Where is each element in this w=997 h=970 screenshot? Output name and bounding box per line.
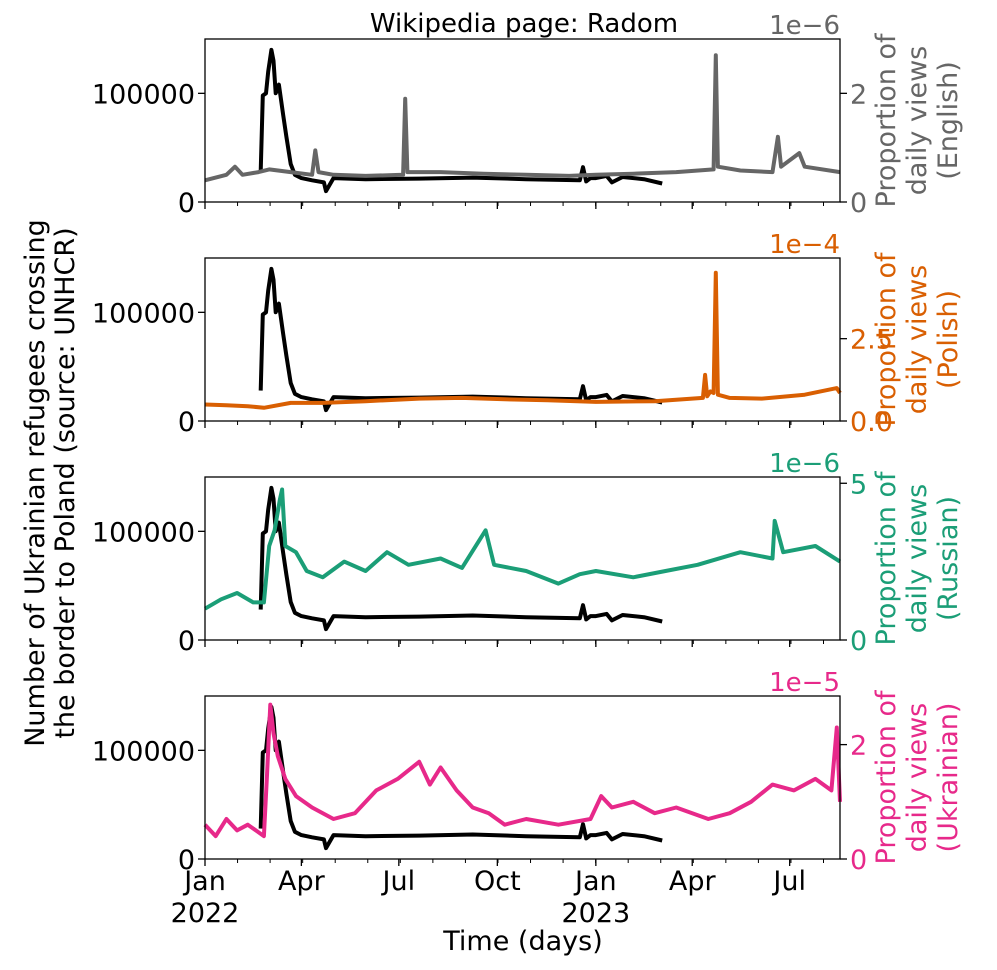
series-line-english-refugees xyxy=(258,47,663,194)
plot-frame-russian xyxy=(204,476,841,641)
left-ylabel: Number of Ukrainian refugees crossing th… xyxy=(20,219,81,747)
right-ylabel-line-english-1: daily views xyxy=(902,46,933,196)
plot-frame-ukrainian xyxy=(204,695,841,860)
right-ylabel-english: Proportion of daily views (English) xyxy=(871,32,964,207)
right-ylabel-line-russian-2: (Russian) xyxy=(933,496,964,621)
x-tick-sublabel-0: 2022 xyxy=(171,898,240,929)
x-axis-label: Time (days) xyxy=(442,926,602,957)
chart-title: Wikipedia page: Radom xyxy=(370,9,678,39)
right-ylabel-line-english-0: Proportion of xyxy=(871,32,902,207)
right-multiplier-english: 1e−6 xyxy=(769,11,840,41)
panel-english: 0 100000 0 2 1e−6 Proportion of daily views (En… xyxy=(92,11,964,219)
panel-russian: 0 100000 0 5 1e−6 Proportion of daily views (Ru… xyxy=(92,449,964,657)
left-tick-label-ukrainian-1: 100000 xyxy=(92,736,195,767)
x-tick-label-5: Apr xyxy=(669,866,717,897)
series-line-ukrainian-refugees xyxy=(258,704,663,851)
x-tick-label-6: Jul xyxy=(771,866,806,897)
right-tick-label-polish-0: 0.0 xyxy=(850,407,893,438)
right-tick-label-russian-1: 5 xyxy=(850,469,867,500)
x-tick-sublabel-4: 2023 xyxy=(561,898,630,929)
right-ylabel-polish: Proportion of daily views (Polish) xyxy=(871,251,964,426)
panel-polish: 0 100000 0.0 2.5 1e−4 Proportion of daily view… xyxy=(92,230,964,438)
left-tick-label-russian-0: 0 xyxy=(178,626,195,657)
right-multiplier-polish: 1e−4 xyxy=(769,230,840,260)
x-tick-label-0: Jan xyxy=(182,866,226,897)
right-ylabel-line-russian-0: Proportion of xyxy=(871,470,902,645)
x-tick-label-3: Oct xyxy=(474,866,521,897)
series-line-ukrainian-ukrainian xyxy=(203,702,842,839)
right-ylabel-line-polish-2: (Polish) xyxy=(933,290,964,389)
left-tick-label-russian-1: 100000 xyxy=(92,517,195,548)
plot-frame-english xyxy=(204,38,841,203)
panel-ukrainian: 0 100000 0 2 1e−5 Proportion of daily views (Uk… xyxy=(92,668,964,929)
x-tick-label-4: Jan xyxy=(573,866,617,897)
x-tick-label-1: Apr xyxy=(278,866,326,897)
left-tick-label-polish-1: 100000 xyxy=(92,298,195,329)
right-ylabel-line-ukrainian-2: (Ukrainian) xyxy=(933,703,964,853)
right-ylabel-line-english-2: (English) xyxy=(933,61,964,180)
right-ylabel-line-polish-1: daily views xyxy=(902,265,933,415)
x-tick-label-2: Jul xyxy=(381,866,416,897)
right-tick-label-russian-0: 0 xyxy=(850,626,867,657)
right-tick-label-english-0: 0 xyxy=(850,188,867,219)
right-multiplier-ukrainian: 1e−5 xyxy=(769,668,840,698)
left-tick-label-polish-0: 0 xyxy=(178,407,195,438)
series-line-russian-russian xyxy=(203,487,842,611)
right-ylabel-line-ukrainian-1: daily views xyxy=(902,703,933,853)
right-ylabel-ukrainian: Proportion of daily views (Ukrainian) xyxy=(871,689,964,864)
right-ylabel-line-ukrainian-0: Proportion of xyxy=(871,689,902,864)
right-ylabel-line-polish-0: Proportion of xyxy=(871,251,902,426)
series-line-polish-polish xyxy=(204,270,842,410)
series-line-russian-refugees xyxy=(258,485,663,632)
right-multiplier-russian: 1e−6 xyxy=(769,449,840,479)
right-tick-label-ukrainian-0: 0 xyxy=(850,845,867,876)
right-tick-label-ukrainian-1: 2 xyxy=(850,731,867,762)
left-tick-label-ukrainian-0: 0 xyxy=(178,845,195,876)
left-ylabel-line1: Number of Ukrainian refugees crossing xyxy=(20,219,51,747)
right-ylabel-russian: Proportion of daily views (Russian) xyxy=(871,470,964,645)
left-tick-label-english-1: 100000 xyxy=(92,79,195,110)
right-tick-label-polish-1: 2.5 xyxy=(850,325,893,356)
right-ylabel-line-russian-1: daily views xyxy=(902,484,933,634)
plot-frame-polish xyxy=(204,257,841,422)
left-tick-label-english-0: 0 xyxy=(178,188,195,219)
series-line-english-english xyxy=(204,53,841,183)
left-ylabel-line2: the border to Poland (source: UNHCR) xyxy=(50,227,81,738)
series-line-polish-refugees xyxy=(258,266,663,413)
right-tick-label-english-1: 2 xyxy=(850,79,867,110)
